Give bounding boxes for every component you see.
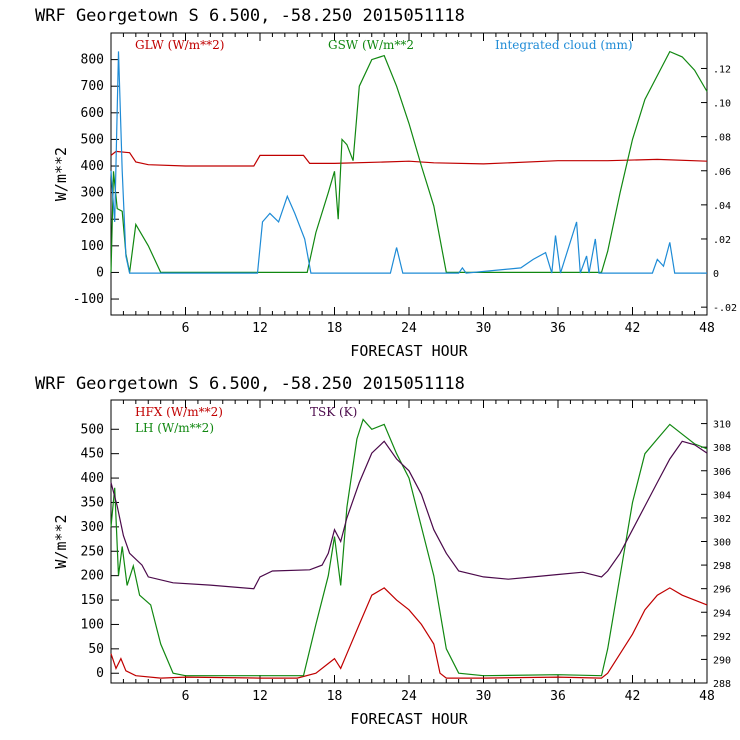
x-tick-label: 48 <box>699 321 715 336</box>
y-tick-label: 350 <box>81 495 104 510</box>
y2-tick-label: .04 <box>713 201 731 212</box>
x-axis-label: FORECAST HOUR <box>350 342 468 360</box>
y-axis-label: W/m**2 <box>52 514 70 568</box>
y2-tick-label: .12 <box>713 64 731 75</box>
series-line-glw <box>110 150 708 167</box>
x-axis-label: FORECAST HOUR <box>350 710 468 728</box>
y-tick-label: 0 <box>96 265 104 280</box>
y-tick-label: 400 <box>81 159 104 174</box>
y-tick-label: 100 <box>81 239 104 254</box>
y2-tick-label: .08 <box>713 133 731 144</box>
y-tick-label: 100 <box>81 617 104 632</box>
y2-tick-label: 288 <box>713 679 731 690</box>
legend-lh: LH (W/m**2) <box>135 421 214 435</box>
x-tick-label: 24 <box>401 689 417 704</box>
y2-tick-label: 0 <box>713 269 719 280</box>
x-tick-label: 30 <box>476 321 492 336</box>
x-tick-label: 42 <box>625 321 641 336</box>
series-line-gsw <box>110 50 708 273</box>
series-line-hfx <box>110 587 708 679</box>
y-tick-label: 600 <box>81 106 104 121</box>
series-line-integrated <box>110 51 707 274</box>
chart-panel-2: WRF Georgetown S 6.500, -58.250 20150511… <box>35 374 731 728</box>
y-tick-label: 400 <box>81 471 104 486</box>
y-tick-label: 150 <box>81 593 104 608</box>
y-tick-label: 800 <box>81 53 104 68</box>
y2-tick-label: .02 <box>713 235 731 246</box>
y-tick-label: 250 <box>81 544 104 559</box>
y-tick-label: 200 <box>81 569 104 584</box>
x-tick-label: 12 <box>252 321 268 336</box>
y2-tick-label: 290 <box>713 655 731 666</box>
y-tick-label: 500 <box>81 422 104 437</box>
y-tick-label: 300 <box>81 186 104 201</box>
x-tick-label: 6 <box>182 321 190 336</box>
y2-tick-label: .06 <box>713 167 731 178</box>
y-tick-label: 300 <box>81 520 104 535</box>
chart-panel-1: WRF Georgetown S 6.500, -58.250 20150511… <box>35 6 737 360</box>
y2-tick-label: 302 <box>713 514 731 525</box>
y-axis-label: W/m**2 <box>52 147 70 201</box>
x-tick-label: 48 <box>699 689 715 704</box>
x-tick-label: 42 <box>625 689 641 704</box>
plot-frame <box>110 399 708 684</box>
legend-tsk: TSK (K) <box>310 405 357 419</box>
x-tick-label: 30 <box>476 689 492 704</box>
x-tick-label: 36 <box>550 321 566 336</box>
x-tick-label: 24 <box>401 321 417 336</box>
y2-tick-label: 298 <box>713 561 731 572</box>
y2-tick-label: 310 <box>713 420 731 431</box>
y-tick-label: 450 <box>81 447 104 462</box>
y2-tick-label: 306 <box>713 467 731 478</box>
series-line-lh <box>110 418 708 677</box>
y2-tick-label: 304 <box>713 490 731 501</box>
legend-gsw: GSW (W/m**2 <box>328 38 414 52</box>
legend-hfx: HFX (W/m**2) <box>135 405 223 419</box>
y2-tick-label: 300 <box>713 538 731 549</box>
y-tick-label: 200 <box>81 212 104 227</box>
y2-tick-label: .10 <box>713 99 731 110</box>
x-tick-label: 18 <box>327 321 343 336</box>
y2-tick-label: 292 <box>713 632 731 643</box>
chart-title: WRF Georgetown S 6.500, -58.250 20150511… <box>35 374 465 394</box>
legend-integrated: Integrated cloud (mm) <box>495 38 633 52</box>
y2-tick-label: 308 <box>713 443 731 454</box>
series-line-tsk <box>110 440 708 590</box>
y2-tick-label: -.02 <box>713 303 737 314</box>
y2-tick-label: 296 <box>713 585 731 596</box>
x-tick-label: 36 <box>550 689 566 704</box>
x-tick-label: 18 <box>327 689 343 704</box>
y-tick-label: 0 <box>96 666 104 681</box>
y2-tick-label: 294 <box>713 608 731 619</box>
chart-title: WRF Georgetown S 6.500, -58.250 20150511… <box>35 6 465 26</box>
x-tick-label: 12 <box>252 689 268 704</box>
y-tick-label: 700 <box>81 79 104 94</box>
y-tick-label: -100 <box>73 292 104 307</box>
y-tick-label: 50 <box>88 642 104 657</box>
y-tick-label: 500 <box>81 132 104 147</box>
legend-glw: GLW (W/m**2) <box>135 38 224 52</box>
x-tick-label: 6 <box>182 689 190 704</box>
